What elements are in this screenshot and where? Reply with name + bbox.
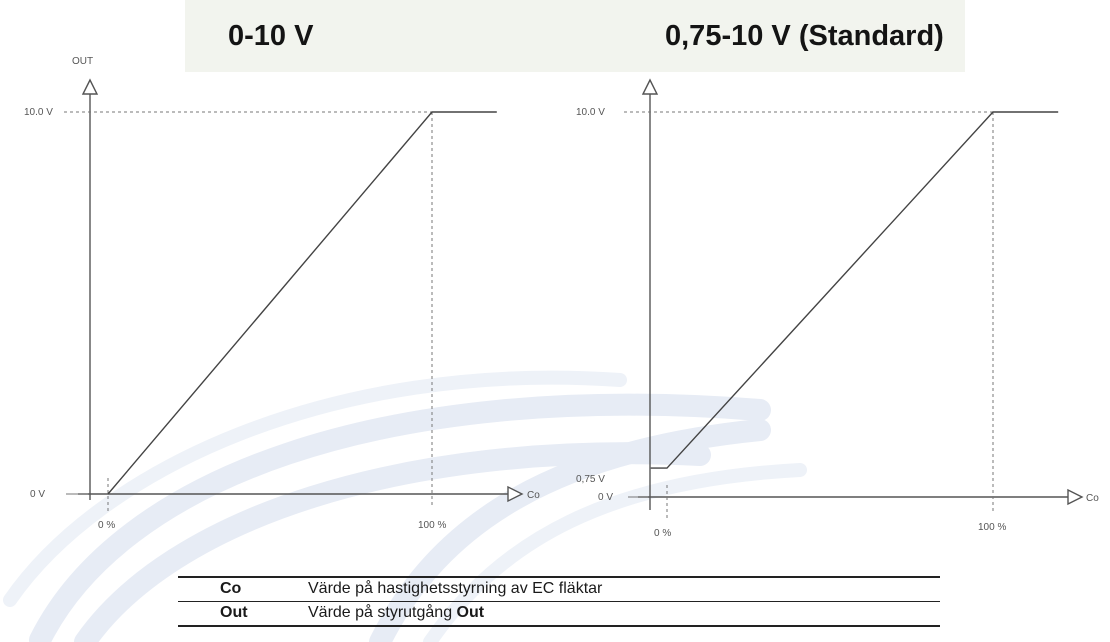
output-line-right	[650, 111, 1059, 469]
x-axis-label: Co	[527, 490, 540, 501]
y-tick-0v: 0 V	[30, 489, 45, 500]
y-axis-label: OUT	[72, 56, 93, 67]
legend-key: Co	[178, 576, 308, 602]
header-bar: 0-10 V	[185, 0, 965, 72]
legend-text-bold: Out	[456, 604, 485, 621]
chart-title-left: 0-10 V	[228, 19, 314, 52]
legend-row: Co Värde på hastighetsstyrning av EC flä…	[178, 576, 940, 602]
y-tick-075v: 0,75 V	[576, 474, 605, 485]
x-axis-arrow	[507, 485, 524, 503]
output-line-left	[107, 111, 497, 495]
x-tick-100pct: 100 %	[418, 520, 446, 531]
legend-table: Co Värde på hastighetsstyrning av EC flä…	[178, 576, 940, 627]
legend-key: Out	[178, 601, 308, 627]
y-tick-10v: 10.0 V	[576, 107, 605, 118]
chart-right: 10.0 V 0,75 V 0 V Co 0 % 100 %	[576, 78, 1099, 539]
header-right: 0,75-10 V (Standard)	[665, 0, 975, 72]
y-axis-arrow	[81, 78, 99, 95]
legend-row: Out Värde på styrutgång Out	[178, 601, 940, 627]
x-tick-0pct: 0 %	[98, 520, 115, 531]
y-tick-0v: 0 V	[598, 492, 613, 503]
y-axis-arrow	[641, 78, 659, 95]
legend-text: Värde på styrutgång Out	[308, 601, 940, 627]
x-tick-100pct: 100 %	[978, 522, 1006, 533]
chart-title-right: 0,75-10 V (Standard)	[665, 19, 944, 52]
x-axis-label: Co	[1086, 493, 1099, 504]
legend-text: Värde på hastighetsstyrning av EC fläkta…	[308, 576, 940, 602]
x-axis-arrow	[1067, 488, 1084, 506]
y-tick-10v: 10.0 V	[24, 107, 53, 118]
chart-left: OUT 10.0 V 0 V Co 0 % 100 %	[24, 56, 540, 531]
x-tick-0pct: 0 %	[654, 528, 671, 539]
